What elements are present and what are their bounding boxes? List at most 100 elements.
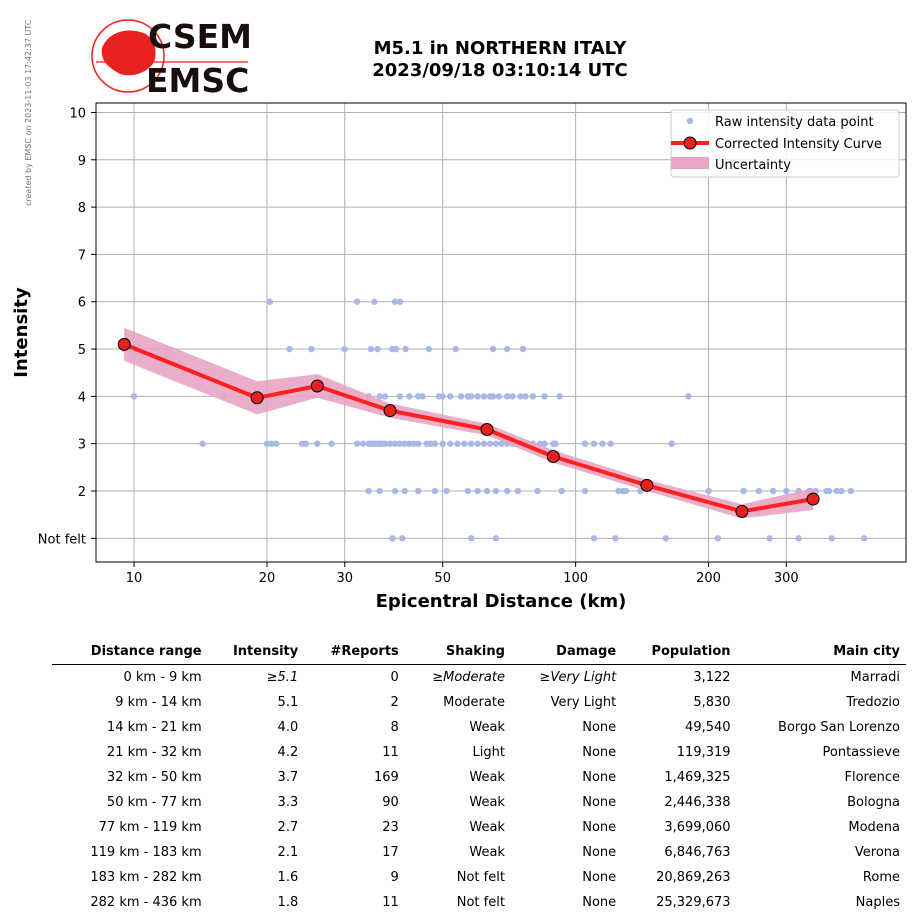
raw-data-point	[263, 440, 271, 447]
table-cell: Weak	[469, 720, 505, 735]
uncertainty-band	[124, 327, 814, 519]
raw-data-point	[467, 535, 475, 542]
logo-bottom-text: EMSC	[146, 61, 249, 98]
table-cell: Borgo San Lorenzo	[778, 720, 900, 735]
raw-data-point	[130, 393, 138, 400]
raw-data-point	[825, 487, 833, 495]
raw-data-point	[435, 393, 443, 400]
raw-data-point	[302, 440, 310, 447]
raw-data-point	[668, 440, 675, 447]
table-cell: 119,319	[676, 745, 731, 760]
table-cell: 169	[373, 770, 399, 785]
table-cell: None	[582, 895, 617, 910]
y-tick-label: 9	[78, 154, 86, 169]
x-axis-label: Epicentral Distance (km)	[376, 591, 627, 612]
credit-text: created by EMSC on 2023-11-03 17:42:37 U…	[24, 19, 33, 206]
table-cell: Naples	[855, 895, 900, 910]
table-cell: 3.3	[277, 795, 299, 810]
legend-uncertainty-swatch	[671, 157, 709, 169]
raw-data-point	[590, 535, 598, 542]
raw-data-point	[365, 487, 372, 495]
raw-data-point	[199, 440, 206, 447]
raw-data-point	[534, 487, 541, 495]
table-cell: 50 km - 77 km	[106, 795, 202, 810]
raw-data-point	[457, 393, 465, 400]
raw-data-point	[489, 345, 497, 353]
raw-data-point	[425, 345, 432, 353]
table-cell: Bologna	[847, 795, 900, 810]
table-cell: 2.7	[277, 820, 299, 835]
raw-data-point	[308, 345, 315, 353]
table-cell: 4.0	[277, 720, 299, 735]
table-cell: ≥Very Light	[539, 670, 617, 685]
raw-data-point	[504, 487, 511, 495]
table-cell: 11	[382, 745, 399, 760]
table-cell: Light	[472, 745, 505, 760]
y-tick-label: 5	[78, 343, 86, 358]
table-row: 50 km - 77 km 3.3 90 Weak None 2,446,338 Bolog…	[52, 790, 906, 815]
table-row: 0 km - 9 km ≥5.1 0 ≥Moderate ≥Very Light 3,12…	[52, 665, 906, 691]
table-cell: Modena	[848, 820, 900, 835]
table-row: 183 km - 282 km 1.6 9 Not felt None 20,869,26…	[52, 865, 906, 890]
column-header: Damage	[510, 640, 623, 665]
table-cell: 2,446,338	[664, 795, 731, 810]
emsc-logo: CSEM EMSC	[91, 18, 252, 98]
table-cell: 17	[382, 845, 399, 860]
table-cell: None	[582, 845, 617, 860]
table-cell: None	[582, 795, 617, 810]
raw-data-point	[581, 487, 589, 495]
table-cell: 25,329,673	[656, 895, 731, 910]
table-cell: 9 km - 14 km	[115, 695, 202, 710]
curve-marker	[480, 423, 494, 437]
table-cell: 2.1	[277, 845, 299, 860]
table-row: 119 km - 183 km 2.1 17 Weak None 6,846,763 Ver…	[52, 840, 906, 865]
raw-data-point	[685, 393, 692, 400]
column-header: Intensity	[207, 640, 305, 665]
table-cell: ≥5.1	[266, 670, 299, 685]
y-tick-label: 8	[78, 201, 86, 216]
column-header: Population	[622, 640, 737, 665]
x-tick-label: 20	[259, 571, 276, 586]
raw-data-point	[504, 345, 511, 353]
raw-data-point	[414, 440, 422, 447]
table-cell: Marradi	[850, 670, 900, 685]
table-cell: 77 km - 119 km	[98, 820, 202, 835]
raw-data-point	[268, 440, 275, 447]
y-tick-label: 6	[78, 296, 86, 311]
raw-data-point	[381, 393, 389, 400]
raw-data-point	[391, 440, 399, 447]
table-cell: 1,469,325	[664, 770, 731, 785]
raw-data-point	[396, 440, 404, 447]
raw-data-point	[328, 440, 335, 447]
raw-data-point	[402, 345, 409, 353]
y-tick-label: 2	[78, 485, 86, 500]
raw-data-point	[273, 440, 280, 447]
raw-data-point	[795, 535, 802, 542]
table-cell: 4.2	[277, 745, 299, 760]
table-cell: Weak	[469, 770, 505, 785]
raw-data-point	[714, 535, 722, 542]
raw-data-point	[392, 345, 400, 353]
raw-data-point	[406, 440, 413, 447]
table-cell: 11	[382, 895, 399, 910]
table-cell: Rome	[862, 870, 900, 885]
curve-marker	[310, 379, 324, 393]
raw-data-point	[556, 393, 563, 400]
table-cell: Florence	[844, 770, 901, 785]
table-cell: 20,869,263	[656, 870, 731, 885]
table-cell: 3.7	[277, 770, 299, 785]
table-cell: None	[582, 870, 617, 885]
table-cell: Verona	[854, 845, 900, 860]
curve-marker	[117, 337, 131, 351]
x-tick-label: 50	[434, 571, 451, 586]
intensity-summary-table: Distance range Intensity #Reports Shaking Da…	[52, 640, 906, 915]
raw-data-point	[480, 393, 488, 400]
curve-marker	[735, 504, 749, 518]
raw-data-point	[833, 487, 840, 495]
raw-data-point	[607, 440, 614, 447]
raw-data-point	[353, 298, 361, 305]
column-header: Shaking	[404, 640, 511, 665]
x-tick-label: 100	[563, 571, 588, 586]
raw-data-point	[498, 440, 505, 447]
legend-curve-marker	[683, 136, 697, 150]
